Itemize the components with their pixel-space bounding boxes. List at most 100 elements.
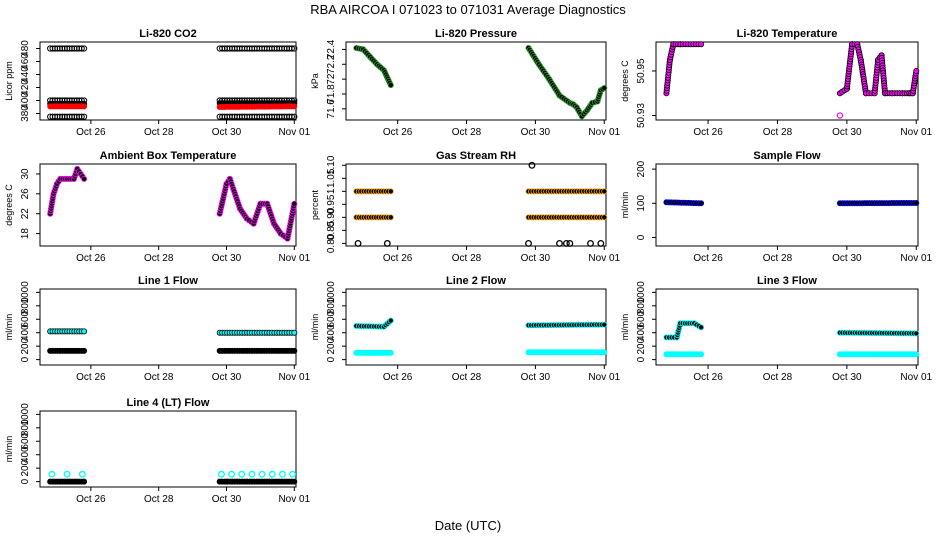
plot-frame	[345, 163, 607, 247]
series-sample-flow	[663, 199, 920, 207]
data-point	[81, 103, 88, 110]
y-axis-label: ml/min	[4, 314, 14, 341]
x-tick-label: Oct 26	[76, 494, 106, 505]
y-tick-label: 71.6	[326, 99, 337, 119]
data-point	[217, 470, 225, 478]
data-point	[913, 67, 920, 74]
series-level-375	[47, 113, 298, 120]
data-point	[601, 85, 608, 92]
y-tick-label: 600	[636, 310, 647, 327]
data-point	[387, 317, 394, 324]
panel-title: Gas Stream RH	[436, 150, 516, 162]
x-tick-label: Oct 28	[452, 127, 482, 138]
data-point	[268, 470, 276, 478]
data-point	[387, 188, 394, 195]
series-level-480	[47, 45, 298, 52]
y-tick-label: 1.10	[326, 155, 337, 175]
data-point	[566, 239, 574, 247]
x-tick-label: Oct 28	[452, 372, 482, 383]
y-tick-label: 1000	[636, 281, 647, 304]
data-point	[556, 239, 563, 247]
x-tick-label: Nov 01	[278, 127, 310, 138]
data-point	[698, 200, 705, 207]
x-tick-label: Oct 28	[763, 127, 793, 138]
panel-title: Li-820 CO2	[139, 28, 196, 40]
data-point	[562, 239, 570, 247]
panel-rh: Gas Stream RH percent 0.800.850.900.9511.0…	[310, 150, 621, 264]
y-tick-label: 800	[636, 297, 647, 314]
x-tick-label: Nov 01	[588, 253, 620, 264]
y-tick-label: 480	[20, 40, 31, 57]
data-point	[387, 214, 394, 221]
x-tick-label: Oct 30	[212, 253, 242, 264]
panel-title: Li-820 Temperature	[737, 28, 838, 40]
y-tick-label: 22	[20, 208, 31, 220]
series-pressure	[353, 44, 608, 120]
plot-frame	[655, 288, 919, 366]
x-tick-label: Oct 30	[521, 372, 551, 383]
data-point	[913, 199, 920, 206]
y-tick-label: 800	[326, 297, 337, 314]
panel-box_temp: Ambient Box Temperature degrees C 18 22 26 30…	[4, 150, 311, 264]
y-tick-label: 200	[20, 337, 31, 354]
series-low	[663, 351, 920, 358]
x-tick-label: Oct 30	[832, 127, 862, 138]
data-point	[291, 478, 298, 485]
data-point	[698, 41, 705, 48]
x-tick-label: Oct 26	[383, 253, 413, 264]
x-tick-label: Oct 28	[452, 253, 482, 264]
panel-title: Sample Flow	[753, 150, 821, 162]
data-point	[354, 239, 362, 247]
y-tick-label: 72	[326, 73, 337, 85]
y-tick-label: 0	[636, 234, 647, 240]
y-tick-label: 18	[20, 228, 31, 240]
y-tick-label: 71.8	[326, 84, 337, 104]
y-tick-label: 400	[20, 92, 31, 109]
data-point	[291, 45, 298, 52]
y-tick-label: 0.85	[326, 220, 337, 240]
data-point	[597, 239, 605, 247]
series-baseline	[47, 478, 298, 485]
y-tick-label: 400	[20, 446, 31, 463]
data-point	[228, 470, 236, 478]
data-point	[525, 239, 532, 247]
data-point	[289, 470, 297, 478]
series-low	[353, 349, 608, 356]
y-tick-label: 400	[636, 324, 647, 341]
data-point	[78, 45, 85, 52]
series-box-temperature	[47, 165, 298, 242]
y-tick-label: 1000	[20, 281, 31, 304]
y-tick-label: 200	[326, 337, 337, 354]
data-point	[698, 324, 705, 331]
y-tick-label: 800	[20, 297, 31, 314]
data-point	[291, 329, 298, 336]
y-axis-label: ml/min	[620, 314, 630, 341]
x-tick-label: Oct 28	[144, 127, 174, 138]
data-point	[78, 470, 86, 478]
x-axis-title: Date (UTC)	[434, 518, 502, 533]
y-axis-label: kPa	[310, 73, 320, 89]
x-tick-label: Oct 30	[212, 494, 242, 505]
data-point	[291, 200, 298, 207]
panel-title: Line 3 Flow	[757, 275, 817, 287]
data-point	[258, 470, 266, 478]
x-tick-label: Oct 28	[144, 494, 174, 505]
plot-frame	[345, 41, 607, 121]
x-tick-label: Nov 01	[588, 127, 620, 138]
y-axis-label: percent	[310, 189, 320, 220]
data-point	[601, 188, 608, 195]
x-tick-label: Nov 01	[278, 253, 310, 264]
data-point	[528, 161, 536, 169]
data-point	[383, 239, 391, 247]
data-point	[836, 112, 844, 119]
y-tick-label: 50.93	[636, 103, 647, 128]
x-tick-label: Nov 01	[278, 372, 310, 383]
data-point	[913, 330, 920, 337]
data-point	[248, 470, 256, 478]
x-tick-label: Oct 26	[383, 372, 413, 383]
x-tick-label: Oct 28	[763, 372, 793, 383]
